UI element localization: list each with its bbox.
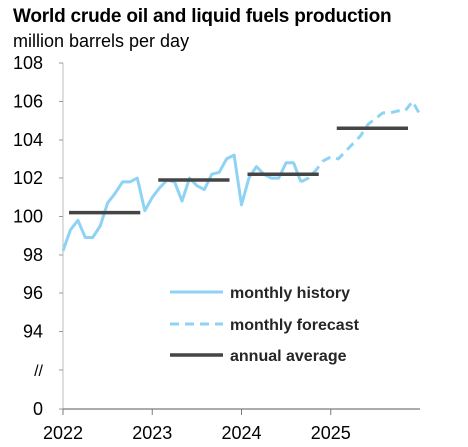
chart-subtitle: million barrels per day [13,31,190,51]
y-tick-label: 104 [13,130,43,150]
x-tick-label: 2025 [311,423,351,443]
x-tick-label: 2023 [132,423,172,443]
series-layer [61,99,422,252]
legend-item-monthly-forecast-label: monthly forecast [230,317,360,334]
legend-item-monthly-history-label: monthly history [230,285,350,302]
y-tick-label: 0 [33,399,43,419]
y-axis-ticks: 108 106 104 102 100 98 96 94 // 0 [13,53,63,419]
monthly-history-line [61,153,303,252]
x-tick-label: 2022 [43,423,83,443]
y-tick-label: 96 [23,283,43,303]
y-tick-label: 108 [13,53,43,73]
y-tick-label: // [34,363,43,380]
y-tick-label: 98 [23,245,43,265]
legend-item-annual-average-label: annual average [230,348,347,365]
y-tick-label: 94 [23,322,43,342]
y-tick-label: 102 [13,168,43,188]
y-tick-label: 100 [13,207,43,227]
x-axis-ticks: 2022 2023 2024 2025 [43,409,351,443]
chart-title: World crude oil and liquid fuels product… [13,6,392,27]
x-tick-label: 2024 [221,423,261,443]
chart-legend: monthly history monthly forecast annual av… [170,285,360,365]
y-tick-label: 106 [13,92,43,112]
monthly-forecast-line [300,99,422,184]
